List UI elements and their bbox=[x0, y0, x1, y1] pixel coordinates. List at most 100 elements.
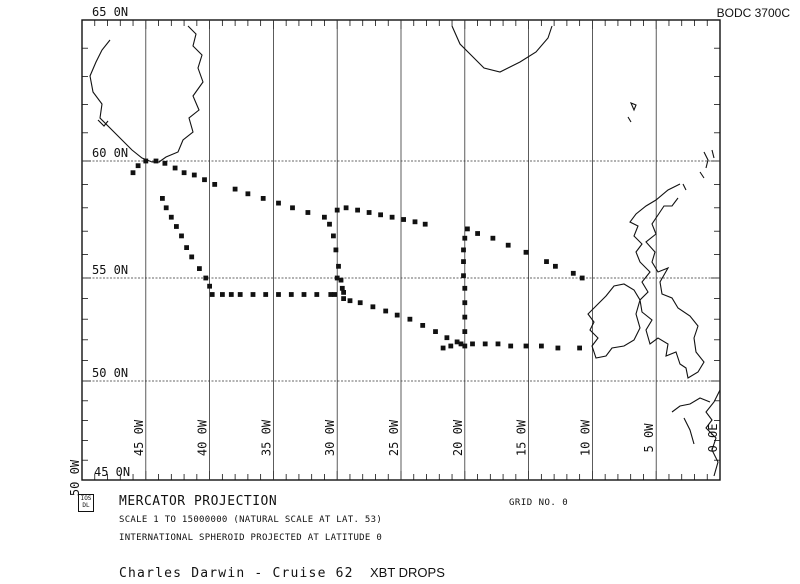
xbt-drop-marker bbox=[334, 207, 340, 213]
xbt-drop-marker bbox=[181, 170, 187, 176]
lon-label: 15 0W bbox=[515, 419, 529, 456]
iceland-coast bbox=[451, 25, 553, 73]
xbt-drop-marker bbox=[475, 231, 480, 236]
bodc-reference: BODC 3700C bbox=[716, 6, 790, 20]
xbt-drop-marker bbox=[355, 207, 360, 213]
xbt-drop-marker bbox=[433, 329, 438, 334]
xbt-drop-marker bbox=[378, 212, 383, 218]
xbt-drop-marker bbox=[263, 292, 269, 297]
xbt-drop-marker bbox=[420, 323, 426, 328]
xbt-drop-marker bbox=[184, 245, 189, 250]
xbt-drop-marker bbox=[577, 345, 582, 351]
xbt-drop-marker bbox=[290, 205, 295, 211]
lon-label: 45 0W bbox=[132, 419, 146, 456]
lon-label: 50 0W bbox=[68, 459, 82, 496]
lat-label: 55 0N bbox=[92, 263, 128, 277]
xbt-drop-marker bbox=[276, 292, 281, 297]
xbt-drop-marker bbox=[153, 158, 159, 164]
xbt-drop-marker bbox=[523, 249, 529, 255]
xbt-drop-marker bbox=[462, 329, 468, 334]
latitude-labels: 65 0N 60 0N 55 0N 50 0N 45 0N bbox=[92, 5, 130, 479]
xbt-drop-marker bbox=[232, 186, 238, 192]
xbt-drop-marker bbox=[250, 292, 256, 297]
longitude-labels: 50 0W 45 0W 40 0W 35 0W 30 0W 25 0W 20 0W 15 0W… bbox=[68, 419, 720, 496]
xbt-drop-marker bbox=[328, 292, 334, 297]
cruise-label: Charles Darwin - Cruise 62 bbox=[119, 566, 354, 581]
xbt-drop-marker bbox=[544, 259, 549, 264]
xbt-drop-marker bbox=[461, 259, 466, 264]
greenland-coast bbox=[89, 25, 204, 163]
xbt-drop-marker bbox=[332, 292, 337, 297]
xbt-drop-marker bbox=[339, 285, 345, 291]
xbt-drop-marker bbox=[314, 292, 320, 297]
scale-note: SCALE 1 TO 15000000 (NATURAL SCALE AT LA… bbox=[119, 515, 383, 525]
lon-label: 0 0E bbox=[706, 424, 720, 453]
xbt-drop-marker bbox=[160, 196, 165, 201]
lon-label: 35 0W bbox=[259, 419, 273, 456]
coastlines bbox=[89, 25, 721, 477]
xbt-drop-marker bbox=[570, 270, 576, 276]
xbt-drop-marker bbox=[422, 221, 428, 227]
cornwall-brittany bbox=[671, 397, 711, 445]
xbt-drop-marker bbox=[505, 242, 511, 248]
xbt-drop-marker bbox=[334, 275, 340, 281]
xbt-drop-marker bbox=[163, 205, 169, 211]
xbt-drop-marker bbox=[462, 285, 468, 291]
xbt-drop-marker bbox=[553, 263, 558, 269]
xbt-drop-marker bbox=[523, 343, 529, 349]
xbt-drop-marker bbox=[461, 273, 466, 279]
xbt-drop-marker bbox=[370, 304, 376, 310]
xbt-drop-marker bbox=[347, 298, 353, 304]
xbt-drop-marker bbox=[458, 341, 464, 347]
xbt-drop-marker bbox=[209, 292, 215, 297]
xbt-drop-marker bbox=[168, 214, 174, 220]
ireland-coast bbox=[587, 283, 641, 359]
xbt-drop-marker bbox=[162, 160, 168, 166]
xbt-drop-marker bbox=[228, 292, 234, 297]
xbt-drop-marker bbox=[130, 170, 136, 176]
xbt-drop-marker bbox=[462, 314, 468, 320]
xbt-drop-marker bbox=[383, 308, 389, 314]
xbt-drop-marker bbox=[579, 275, 585, 281]
xbt-drop-marker bbox=[301, 292, 307, 297]
xbt-drop-marker bbox=[207, 283, 212, 289]
xbt-drop-marker bbox=[508, 343, 514, 349]
xbt-drop-marker bbox=[462, 343, 468, 349]
xbt-drop-marker bbox=[470, 341, 475, 347]
xbt-drop-marker bbox=[412, 219, 418, 225]
shetland bbox=[699, 149, 715, 179]
xbt-drop-marker bbox=[331, 233, 336, 239]
xbt-drop-marker bbox=[245, 191, 251, 197]
graticule bbox=[82, 20, 720, 480]
lat-label: 45 0N bbox=[94, 465, 130, 479]
xbt-drop-marker bbox=[135, 163, 141, 169]
xbt-drop-marker bbox=[490, 235, 496, 241]
projection-title: MERCATOR PROJECTION bbox=[119, 494, 278, 509]
xbt-drop-marker bbox=[276, 200, 281, 206]
lon-label: 25 0W bbox=[387, 419, 401, 456]
iosdl-logo: IOS DL bbox=[78, 494, 94, 512]
xbt-drop-marker bbox=[260, 196, 266, 201]
xbt-drop-marker bbox=[448, 343, 454, 349]
xbt-drop-marker bbox=[338, 277, 344, 283]
xbt-drop-marker bbox=[174, 224, 179, 229]
xbt-drop-marker bbox=[179, 233, 184, 239]
xbt-drop-marker bbox=[366, 210, 372, 215]
lon-label: 5 0W bbox=[642, 423, 656, 453]
plot-title: XBT DROPS bbox=[370, 565, 445, 580]
xbt-drop-marker bbox=[343, 205, 349, 211]
xbt-drop-marker bbox=[333, 247, 339, 253]
lon-label: 10 0W bbox=[578, 419, 592, 456]
spheroid-note: INTERNATIONAL SPHEROID PROJECTED AT LATI… bbox=[119, 533, 383, 543]
xbt-drop-marker bbox=[197, 266, 202, 271]
grid-number: GRID NO. 0 bbox=[509, 498, 569, 508]
xbt-drop-marker bbox=[462, 300, 468, 306]
xbt-drop-marker bbox=[495, 341, 501, 347]
xbt-drop-marker bbox=[322, 214, 327, 220]
xbt-drop-marker bbox=[191, 172, 197, 178]
xbt-drop-marker bbox=[212, 182, 218, 187]
lon-label: 30 0W bbox=[323, 419, 337, 456]
lon-label: 20 0W bbox=[451, 419, 465, 456]
xbt-drop-marker bbox=[172, 165, 178, 171]
